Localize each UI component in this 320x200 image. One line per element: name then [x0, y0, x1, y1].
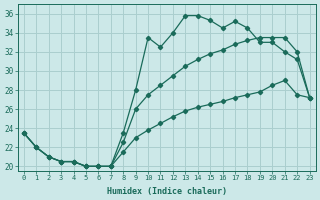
- X-axis label: Humidex (Indice chaleur): Humidex (Indice chaleur): [107, 187, 227, 196]
